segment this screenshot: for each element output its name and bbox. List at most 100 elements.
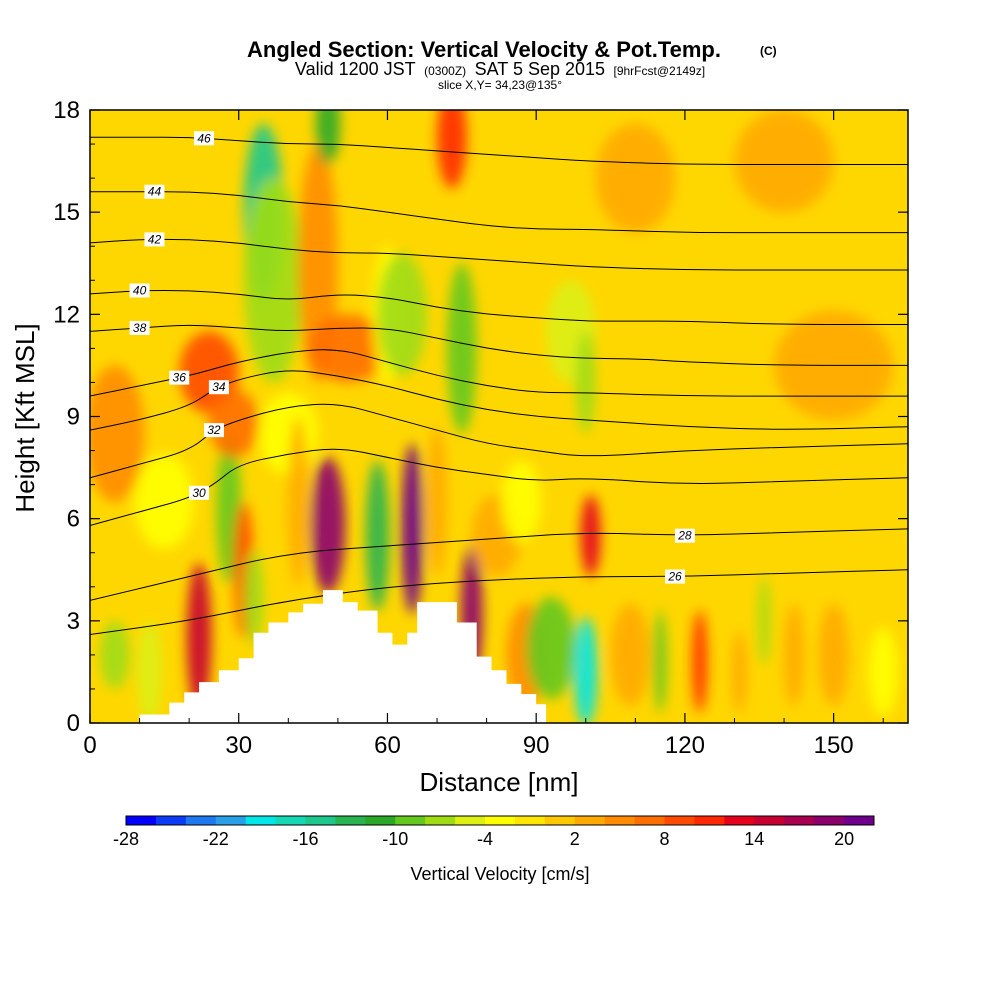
isentrope-label: 28 — [677, 529, 692, 543]
velocity-cell — [446, 263, 477, 434]
isentrope-label: 30 — [192, 486, 206, 500]
colorbar-swatch — [754, 816, 785, 825]
colorbar-tick-label: -10 — [382, 829, 408, 849]
colorbar — [125, 815, 875, 826]
colorbar-tick-label: -16 — [293, 829, 319, 849]
velocity-cell — [427, 426, 447, 577]
subtitle-utc: (0300Z) — [424, 64, 466, 78]
isentrope-label-bg — [144, 184, 165, 199]
slice-label: slice X,Y= 34,23@135° — [438, 78, 562, 92]
isentrope-line — [90, 289, 908, 326]
velocity-cell — [575, 331, 596, 434]
velocity-cell — [365, 460, 390, 611]
x-tick-label: 120 — [665, 732, 705, 759]
colorbar-swatch — [155, 816, 187, 825]
colorbar-swatch — [425, 816, 456, 825]
isentrope-label: 40 — [133, 283, 147, 297]
isentrope-label-bg — [664, 569, 685, 584]
chart-title-mark: (C) — [760, 44, 777, 58]
y-tick-label: 6 — [67, 506, 80, 533]
subtitle-forecast: [9hrFcst@2149z] — [614, 64, 706, 78]
colorbar-swatch — [574, 816, 606, 825]
subtitle-valid: Valid 1200 JST — [295, 59, 416, 79]
colorbar-swatch — [365, 816, 396, 825]
isentrope-label: 26 — [667, 570, 682, 584]
isentrope-label: 32 — [207, 423, 221, 437]
velocity-cell — [243, 178, 304, 383]
colorbar-tick-label: 20 — [834, 829, 854, 849]
colorbar-swatch — [455, 816, 486, 825]
velocity-cell — [137, 620, 162, 723]
colorbar-swatch — [784, 816, 815, 825]
isentrope-label: 34 — [212, 380, 226, 394]
velocity-cell — [243, 549, 264, 645]
velocity-cell — [401, 443, 424, 615]
isentrope-label-bg — [208, 380, 229, 395]
y-axis-label: Height [Kft MSL] — [10, 323, 40, 512]
colorbar-label: Vertical Velocity [cm/s] — [410, 864, 589, 884]
colorbar-tick-label: -22 — [203, 829, 229, 849]
colorbar-swatch — [514, 816, 546, 825]
isentrope-line — [90, 191, 908, 234]
colorbar-swatch — [664, 816, 695, 825]
colorbar-tick-label: -28 — [113, 829, 139, 849]
colorbar-tick-label: 8 — [660, 829, 670, 849]
x-tick-label: 90 — [523, 732, 550, 759]
colorbar-frame — [125, 815, 875, 826]
plot-area: 26 28 30 32 34 36 38 40 42 44 46 — [90, 110, 908, 723]
isentrope-line — [90, 370, 908, 431]
isentrope-label-bg — [129, 283, 150, 298]
isentrope-line — [90, 136, 908, 165]
colorbar-swatch — [485, 816, 516, 825]
x-tick-label: 0 — [83, 732, 96, 759]
velocity-cell — [573, 617, 598, 723]
y-tick-label: 18 — [53, 97, 80, 124]
velocity-cell — [315, 110, 341, 165]
x-tick-label: 150 — [814, 732, 854, 759]
velocity-cell — [653, 610, 667, 713]
velocity-cell — [818, 603, 849, 706]
y-tick-label: 9 — [67, 404, 80, 431]
colorbar-swatch — [395, 816, 426, 825]
colorbar-swatch — [544, 816, 576, 825]
y-tick-label: 12 — [53, 301, 80, 328]
velocity-cell — [377, 253, 428, 376]
isentrope-label: 46 — [197, 131, 211, 145]
isentrope-line — [90, 403, 908, 479]
colorbar-tick-label: 2 — [570, 829, 580, 849]
velocity-cell — [580, 494, 601, 577]
subtitle-date: SAT 5 Sep 2015 — [475, 59, 605, 79]
isentrope-line — [90, 448, 908, 526]
isentrope-label-bg — [674, 528, 695, 543]
velocity-cell — [734, 110, 834, 213]
isentrope-label-bg — [169, 370, 190, 385]
isentrope-label-bg — [144, 232, 165, 247]
velocity-cell — [868, 627, 899, 717]
isentrope-contours — [90, 136, 908, 635]
velocity-cell — [134, 453, 195, 550]
isentrope-label: 44 — [148, 185, 162, 199]
colorbar-swatch — [126, 816, 157, 825]
terrain-profile — [90, 590, 908, 723]
velocity-cell — [758, 576, 771, 666]
x-tick-label: 60 — [374, 732, 401, 759]
colorbar-swatch — [335, 816, 366, 825]
colorbar-swatch — [814, 816, 845, 825]
isentrope-label: 36 — [173, 371, 187, 385]
velocity-cell — [732, 631, 747, 713]
velocity-cell — [90, 365, 145, 502]
isentrope-label-bg — [189, 485, 210, 500]
colorbar-swatch — [215, 816, 247, 825]
colorbar-swatch — [245, 816, 277, 825]
colorbar-swatch — [305, 816, 336, 825]
isentrope-label-bg — [203, 423, 224, 438]
colorbar-tick-label: -4 — [477, 829, 493, 849]
x-axis-label: Distance [nm] — [420, 767, 579, 797]
colorbar-swatch — [634, 816, 666, 825]
colorbar-swatch — [604, 816, 636, 825]
x-tick-label: 30 — [225, 732, 252, 759]
velocity-cell — [526, 596, 576, 700]
colorbar-swatch — [275, 816, 307, 825]
